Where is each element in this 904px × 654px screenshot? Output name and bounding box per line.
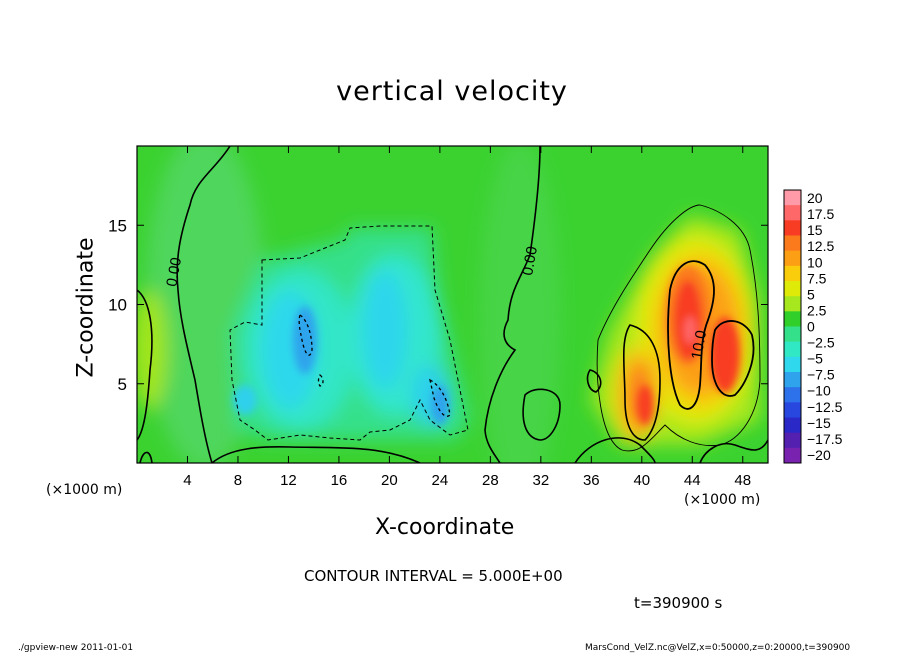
- colorbar-label: 2.5: [807, 302, 827, 318]
- colorbar-swatch: [784, 250, 801, 267]
- colorbar-label: 7.5: [807, 270, 827, 286]
- colorbar-swatch: [784, 190, 801, 206]
- colorbar-swatch: [784, 447, 801, 464]
- colorbar-swatch: [784, 402, 801, 418]
- x-tick-label: 16: [331, 472, 348, 489]
- colorbar-label: −20: [807, 447, 831, 463]
- y-axis-ticks: 5 10 15: [108, 216, 768, 394]
- colorbar-label: 15: [807, 222, 823, 238]
- x-unit-label-left: (×1000 m): [46, 482, 123, 498]
- colorbar-swatch: [784, 387, 801, 403]
- colorbar-swatch: [784, 220, 801, 236]
- colorbar-swatch: [784, 296, 801, 312]
- x-axis-ticks: 4 8 12 16 20 24 28 32 36 40 44 48: [183, 146, 751, 489]
- footer-right-text: MarsCond_VelZ.nc@VelZ,x=0:50000,z=0:2000…: [585, 643, 851, 653]
- x-tick-label: 44: [684, 472, 701, 489]
- y-tick-label: 15: [108, 216, 127, 235]
- colorbar-swatch: [784, 235, 801, 252]
- x-unit-label-right: (×1000 m): [684, 492, 761, 508]
- colorbar-swatch: [784, 417, 801, 434]
- colorbar-swatch: [784, 432, 801, 449]
- colorbar-swatch: [784, 356, 801, 373]
- y-tick-label: 10: [108, 296, 127, 315]
- x-tick-label: 28: [482, 472, 499, 489]
- colorbar-swatch: [784, 281, 801, 297]
- colorbar-swatch: [784, 311, 801, 327]
- contour-labels: 0.00 0.00 10.0: [163, 245, 710, 361]
- colorbar-label: 5: [807, 286, 815, 302]
- contour-label: 0.00: [519, 245, 541, 277]
- x-tick-label: 32: [532, 472, 549, 489]
- colorbar-label: 0: [807, 319, 815, 335]
- colorbar-label: 12.5: [807, 238, 834, 254]
- x-tick-label: 8: [234, 472, 242, 489]
- colorbar-swatch: [784, 326, 801, 343]
- y-tick-label: 5: [118, 375, 127, 394]
- contour-label: 0.00: [163, 256, 185, 288]
- x-axis-label: X-coordinate: [375, 515, 515, 540]
- colorbar-swatch: [784, 265, 801, 282]
- velocity-field: [137, 146, 768, 463]
- footer-left-text: ./gpview-new 2011-01-01: [18, 643, 134, 653]
- x-tick-label: 40: [633, 472, 650, 489]
- x-tick-label: 48: [734, 472, 751, 489]
- x-tick-label: 36: [583, 472, 600, 489]
- colorbar-label: 20: [807, 190, 823, 206]
- colorbar-frame: [783, 189, 802, 464]
- colorbar-label: −5: [807, 351, 823, 367]
- colorbar: 2017.51512.5107.552.50−2.5−5−7.5−10−12.5…: [783, 189, 843, 464]
- y-axis-label: Z-coordinate: [73, 237, 99, 378]
- x-tick-label: 20: [381, 472, 398, 489]
- colorbar-label: −17.5: [807, 431, 843, 447]
- chart-title: vertical velocity: [336, 76, 568, 107]
- colorbar-swatch: [784, 372, 801, 388]
- colorbar-label: −10: [807, 383, 831, 399]
- x-tick-label: 4: [183, 472, 191, 489]
- x-tick-label: 24: [432, 472, 449, 489]
- contour-interval-label: CONTOUR INTERVAL = 5.000E+00: [304, 567, 563, 585]
- x-tick-label: 12: [280, 472, 297, 489]
- colorbar-swatch: [784, 205, 801, 221]
- colorbar-label: 17.5: [807, 206, 834, 222]
- time-label: t=390900 s: [634, 594, 723, 612]
- colorbar-swatch: [784, 341, 801, 358]
- colorbar-label: −15: [807, 415, 831, 431]
- colorbar-label: 10: [807, 254, 823, 270]
- colorbar-label: −7.5: [807, 367, 835, 383]
- contour-lines: [137, 146, 768, 463]
- contour-label: 10.0: [688, 329, 710, 361]
- colorbar-label: −12.5: [807, 399, 843, 415]
- colorbar-label: −2.5: [807, 335, 835, 351]
